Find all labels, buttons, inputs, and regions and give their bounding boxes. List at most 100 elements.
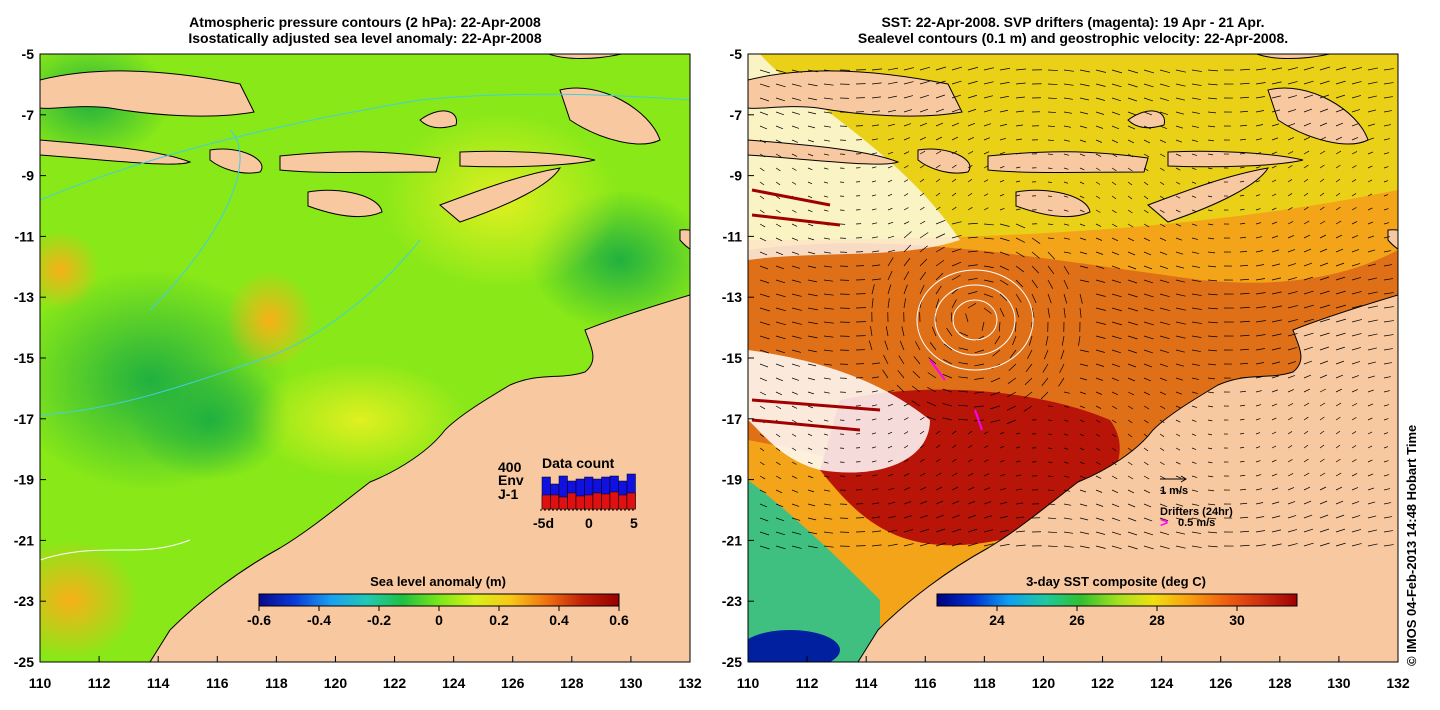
- velocity-vector: [983, 487, 991, 491]
- velocity-vector: [871, 68, 882, 71]
- velocity-vector: [1207, 111, 1217, 114]
- velocity-vector: [911, 385, 921, 393]
- velocity-vector: [1303, 248, 1312, 253]
- velocity-vector: [1047, 503, 1056, 505]
- velocity-vector: [791, 349, 801, 353]
- y-tick-label: -23: [722, 593, 742, 609]
- velocity-vector: [1095, 111, 1105, 115]
- velocity-vector: [1111, 503, 1120, 508]
- velocity-vector: [887, 109, 897, 113]
- velocity-vector: [1058, 377, 1065, 387]
- velocity-vector: [1127, 531, 1138, 536]
- velocity-vector: [1383, 404, 1390, 407]
- velocity-vector: [1191, 153, 1198, 156]
- velocity-vector: [1175, 489, 1183, 493]
- velocity-vector: [1351, 333, 1362, 337]
- velocity-vector: [823, 321, 834, 324]
- velocity-vector: [1127, 349, 1137, 354]
- velocity-vector: [919, 472, 926, 477]
- velocity-vector: [983, 265, 994, 268]
- velocity-vector: [935, 430, 941, 435]
- velocity-vector: [775, 293, 786, 298]
- velocity-vector: [1143, 111, 1153, 116]
- velocity-vector: [1319, 304, 1331, 309]
- velocity-vector: [791, 531, 802, 535]
- velocity-vector: [1047, 419, 1053, 421]
- velocity-vector: [1255, 474, 1262, 477]
- velocity-vector: [823, 307, 835, 310]
- velocity-vector: [1271, 361, 1281, 365]
- velocity-vector: [1367, 431, 1373, 435]
- velocity-vector: [1095, 405, 1102, 409]
- velocity-vector: [1143, 363, 1153, 368]
- velocity-vector: [1079, 83, 1090, 87]
- velocity-vector: [1239, 208, 1245, 211]
- velocity-vector: [775, 139, 783, 144]
- velocity-vector: [1175, 167, 1181, 171]
- velocity-vector: [1287, 361, 1297, 365]
- drifter-track: [929, 359, 983, 431]
- velocity-vector: [935, 136, 943, 141]
- landmass: [40, 70, 255, 117]
- velocity-vector: [823, 419, 829, 422]
- velocity-vector: [1063, 181, 1069, 184]
- velocity-vector: [791, 405, 798, 409]
- velocity-vector: [1255, 320, 1266, 323]
- velocity-vector: [1159, 167, 1165, 171]
- velocity-vector: [823, 517, 833, 520]
- velocity-vector: [1040, 391, 1049, 400]
- velocity-vector: [999, 165, 1005, 169]
- velocity-vector: [983, 137, 991, 141]
- velocity-vector: [1239, 418, 1245, 421]
- velocity-vector: [1015, 138, 1023, 141]
- velocity-vector: [871, 208, 877, 211]
- velocity-vector: [1079, 97, 1089, 101]
- velocity-vector: [1351, 319, 1363, 323]
- velocity-vector: [1303, 318, 1315, 323]
- velocity-vector: [1271, 137, 1279, 141]
- colorbar-tick-label: 0: [435, 612, 443, 628]
- velocity-vector: [1319, 164, 1325, 169]
- velocity-vector: [1045, 335, 1049, 346]
- velocity-vector: [1143, 223, 1150, 228]
- velocity-vector: [759, 181, 765, 186]
- velocity-legend: 1 m/s Drifters (24hr) > 0.5 m/s: [1160, 475, 1233, 530]
- colorbar-tick-label: 0.4: [549, 612, 569, 628]
- velocity-vector: [823, 69, 834, 72]
- velocity-vector: [885, 326, 889, 337]
- velocity-vector: [1191, 517, 1201, 520]
- velocity-vector: [1383, 544, 1394, 547]
- velocity-vector: [958, 390, 969, 393]
- velocity-vector: [1367, 403, 1374, 407]
- velocity-vector: [1159, 153, 1166, 157]
- velocity-vector: [1047, 181, 1053, 183]
- velocity-vector: [903, 417, 909, 421]
- velocity-vector: [1319, 192, 1325, 197]
- velocity-vector: [1239, 432, 1245, 435]
- velocity-vector: [1351, 389, 1359, 393]
- velocity-vector: [791, 181, 797, 185]
- velocity-vector: [1143, 335, 1154, 340]
- velocity-vector: [759, 377, 768, 382]
- velocity-vector: [1015, 152, 1022, 155]
- velocity-vector: [974, 391, 985, 394]
- velocity-vector: [887, 221, 894, 225]
- velocity-vector: [983, 307, 992, 314]
- land-right: [748, 54, 1398, 662]
- velocity-vector: [871, 110, 881, 113]
- velocity-vector: [1351, 165, 1357, 169]
- x-tick-label: 110: [29, 675, 52, 691]
- velocity-vector: [791, 321, 803, 325]
- velocity-vector: [1127, 237, 1135, 242]
- velocity-vector: [1303, 528, 1314, 533]
- velocity-vector: [926, 416, 937, 421]
- velocity-vector: [919, 220, 926, 225]
- velocity-vector: [1383, 236, 1391, 239]
- velocity-vector: [1255, 348, 1265, 351]
- velocity-vector: [1383, 292, 1394, 295]
- velocity-vector: [1047, 83, 1058, 85]
- velocity-vector: [1063, 167, 1069, 170]
- velocity-vector: [1063, 391, 1070, 394]
- velocity-vector: [951, 444, 957, 449]
- velocity-vector: [759, 433, 765, 438]
